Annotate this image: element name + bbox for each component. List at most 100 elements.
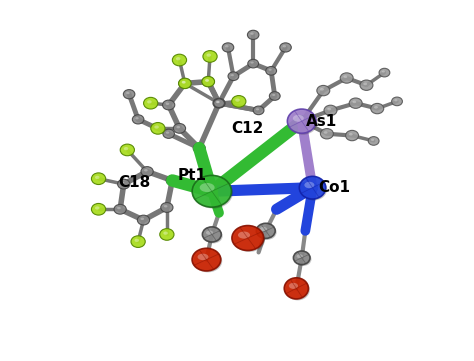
Ellipse shape bbox=[379, 68, 390, 77]
Ellipse shape bbox=[135, 117, 139, 119]
Ellipse shape bbox=[164, 205, 167, 208]
Ellipse shape bbox=[132, 115, 144, 124]
Ellipse shape bbox=[368, 136, 379, 145]
Ellipse shape bbox=[392, 97, 402, 106]
Ellipse shape bbox=[272, 94, 275, 96]
Text: Co1: Co1 bbox=[318, 180, 350, 195]
Ellipse shape bbox=[371, 103, 384, 114]
Ellipse shape bbox=[165, 103, 169, 105]
Ellipse shape bbox=[204, 228, 223, 243]
Ellipse shape bbox=[193, 250, 222, 273]
Ellipse shape bbox=[194, 177, 233, 209]
Ellipse shape bbox=[141, 167, 153, 177]
Ellipse shape bbox=[196, 146, 200, 148]
Ellipse shape bbox=[233, 227, 265, 252]
Ellipse shape bbox=[216, 101, 219, 103]
Ellipse shape bbox=[214, 99, 224, 108]
Ellipse shape bbox=[225, 45, 228, 47]
Ellipse shape bbox=[179, 78, 191, 88]
Ellipse shape bbox=[206, 230, 213, 235]
Ellipse shape bbox=[163, 100, 175, 110]
Ellipse shape bbox=[200, 183, 215, 192]
Ellipse shape bbox=[144, 97, 158, 109]
Ellipse shape bbox=[120, 144, 135, 156]
Ellipse shape bbox=[324, 131, 328, 134]
Ellipse shape bbox=[317, 86, 330, 96]
Ellipse shape bbox=[268, 69, 272, 71]
Ellipse shape bbox=[238, 231, 250, 239]
Ellipse shape bbox=[394, 99, 398, 101]
Ellipse shape bbox=[382, 70, 385, 73]
Ellipse shape bbox=[349, 133, 353, 135]
Ellipse shape bbox=[232, 226, 264, 251]
Ellipse shape bbox=[147, 100, 152, 104]
Ellipse shape bbox=[253, 106, 264, 115]
Ellipse shape bbox=[250, 32, 254, 35]
Ellipse shape bbox=[173, 123, 186, 133]
Ellipse shape bbox=[228, 72, 239, 81]
Ellipse shape bbox=[207, 53, 211, 57]
Ellipse shape bbox=[216, 101, 219, 103]
Ellipse shape bbox=[192, 175, 231, 207]
Ellipse shape bbox=[287, 109, 316, 133]
Ellipse shape bbox=[123, 90, 135, 99]
Ellipse shape bbox=[182, 81, 185, 83]
Ellipse shape bbox=[137, 215, 150, 225]
Ellipse shape bbox=[266, 66, 276, 75]
Ellipse shape bbox=[299, 177, 326, 199]
Ellipse shape bbox=[179, 78, 191, 88]
Ellipse shape bbox=[371, 139, 374, 141]
Ellipse shape bbox=[202, 77, 215, 87]
Ellipse shape bbox=[293, 115, 304, 122]
Ellipse shape bbox=[173, 54, 187, 66]
Ellipse shape bbox=[91, 173, 106, 184]
Ellipse shape bbox=[126, 92, 130, 94]
Ellipse shape bbox=[202, 227, 221, 242]
Ellipse shape bbox=[202, 77, 214, 87]
Ellipse shape bbox=[284, 278, 309, 299]
Ellipse shape bbox=[250, 61, 254, 64]
Ellipse shape bbox=[192, 248, 221, 271]
Ellipse shape bbox=[117, 207, 121, 209]
Ellipse shape bbox=[256, 108, 259, 110]
Ellipse shape bbox=[295, 252, 311, 266]
Ellipse shape bbox=[363, 83, 367, 85]
Ellipse shape bbox=[124, 147, 128, 150]
Ellipse shape bbox=[231, 74, 234, 76]
Ellipse shape bbox=[289, 110, 318, 135]
Ellipse shape bbox=[161, 203, 173, 212]
Ellipse shape bbox=[340, 73, 353, 83]
Ellipse shape bbox=[260, 227, 267, 231]
Ellipse shape bbox=[151, 122, 165, 134]
Text: C18: C18 bbox=[118, 175, 151, 190]
Ellipse shape bbox=[344, 75, 347, 78]
Ellipse shape bbox=[176, 126, 180, 129]
Ellipse shape bbox=[346, 130, 358, 141]
Ellipse shape bbox=[232, 96, 246, 107]
Ellipse shape bbox=[203, 51, 217, 62]
Text: Pt1: Pt1 bbox=[178, 168, 207, 183]
Ellipse shape bbox=[304, 182, 314, 188]
Ellipse shape bbox=[320, 129, 333, 139]
Ellipse shape bbox=[353, 101, 356, 103]
Ellipse shape bbox=[248, 59, 259, 68]
Ellipse shape bbox=[155, 125, 159, 129]
Ellipse shape bbox=[160, 229, 174, 240]
Ellipse shape bbox=[301, 178, 327, 200]
Ellipse shape bbox=[235, 99, 240, 102]
Ellipse shape bbox=[140, 218, 144, 220]
Ellipse shape bbox=[293, 251, 310, 265]
Ellipse shape bbox=[247, 30, 259, 39]
Text: As1: As1 bbox=[306, 114, 337, 129]
Ellipse shape bbox=[118, 179, 130, 189]
Ellipse shape bbox=[280, 43, 292, 52]
Ellipse shape bbox=[166, 131, 169, 134]
Ellipse shape bbox=[205, 79, 209, 82]
Ellipse shape bbox=[176, 57, 181, 60]
Ellipse shape bbox=[163, 129, 174, 138]
Ellipse shape bbox=[182, 81, 186, 84]
Ellipse shape bbox=[360, 80, 373, 90]
Ellipse shape bbox=[135, 239, 139, 242]
Ellipse shape bbox=[297, 254, 303, 258]
Text: C12: C12 bbox=[232, 121, 264, 136]
